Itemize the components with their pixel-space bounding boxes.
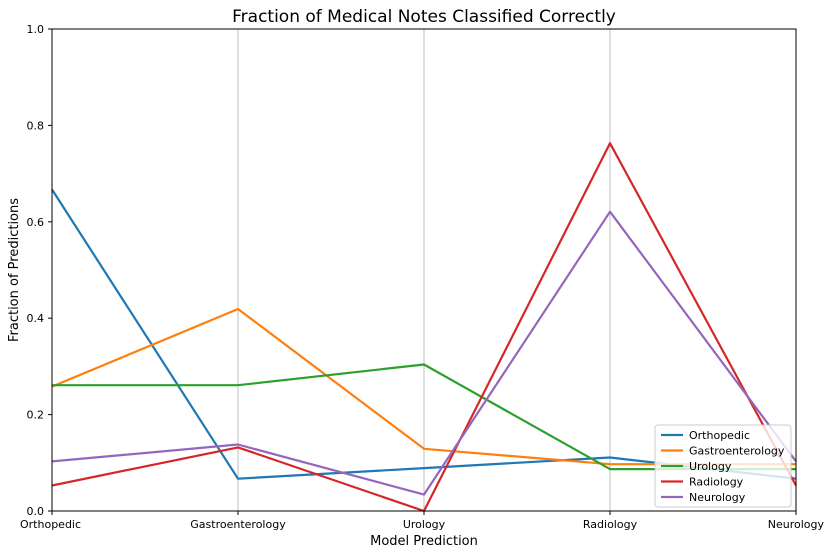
x-tick-label: Gastroenterology (190, 518, 286, 531)
y-tick-label: 0.8 (27, 119, 45, 132)
x-axis: Orthopedic Gastroenterology Urology Radiolo… (20, 511, 824, 531)
y-tick-label: 0.4 (27, 312, 45, 325)
y-tick-label: 0.6 (27, 216, 45, 229)
legend-label: Radiology (689, 476, 744, 489)
y-axis-label: Fraction of Predictions (7, 198, 22, 342)
legend-label: Gastroenterology (689, 445, 785, 458)
legend-label: Orthopedic (689, 429, 750, 442)
y-tick-label: 0.0 (27, 505, 45, 518)
y-axis: 0.0 0.2 0.4 0.6 0.8 1.0 (27, 23, 52, 518)
legend: Orthopedic Gastroenterology Urology Radiolo… (654, 424, 792, 508)
chart-title: Fraction of Medical Notes Classified Cor… (232, 7, 616, 27)
y-tick-label: 0.2 (27, 409, 45, 422)
series-line-neurology (51, 210, 797, 496)
x-tick-label: Neurology (768, 518, 825, 531)
x-tick-label: Orthopedic (20, 518, 81, 531)
x-axis-label: Model Prediction (370, 534, 478, 549)
legend-label: Urology (689, 460, 732, 473)
x-tick-label: Radiology (583, 518, 638, 531)
y-tick-label: 1.0 (27, 23, 45, 36)
legend-box (654, 424, 792, 508)
legend-label: Neurology (689, 491, 746, 504)
x-tick-label: Urology (403, 518, 446, 531)
